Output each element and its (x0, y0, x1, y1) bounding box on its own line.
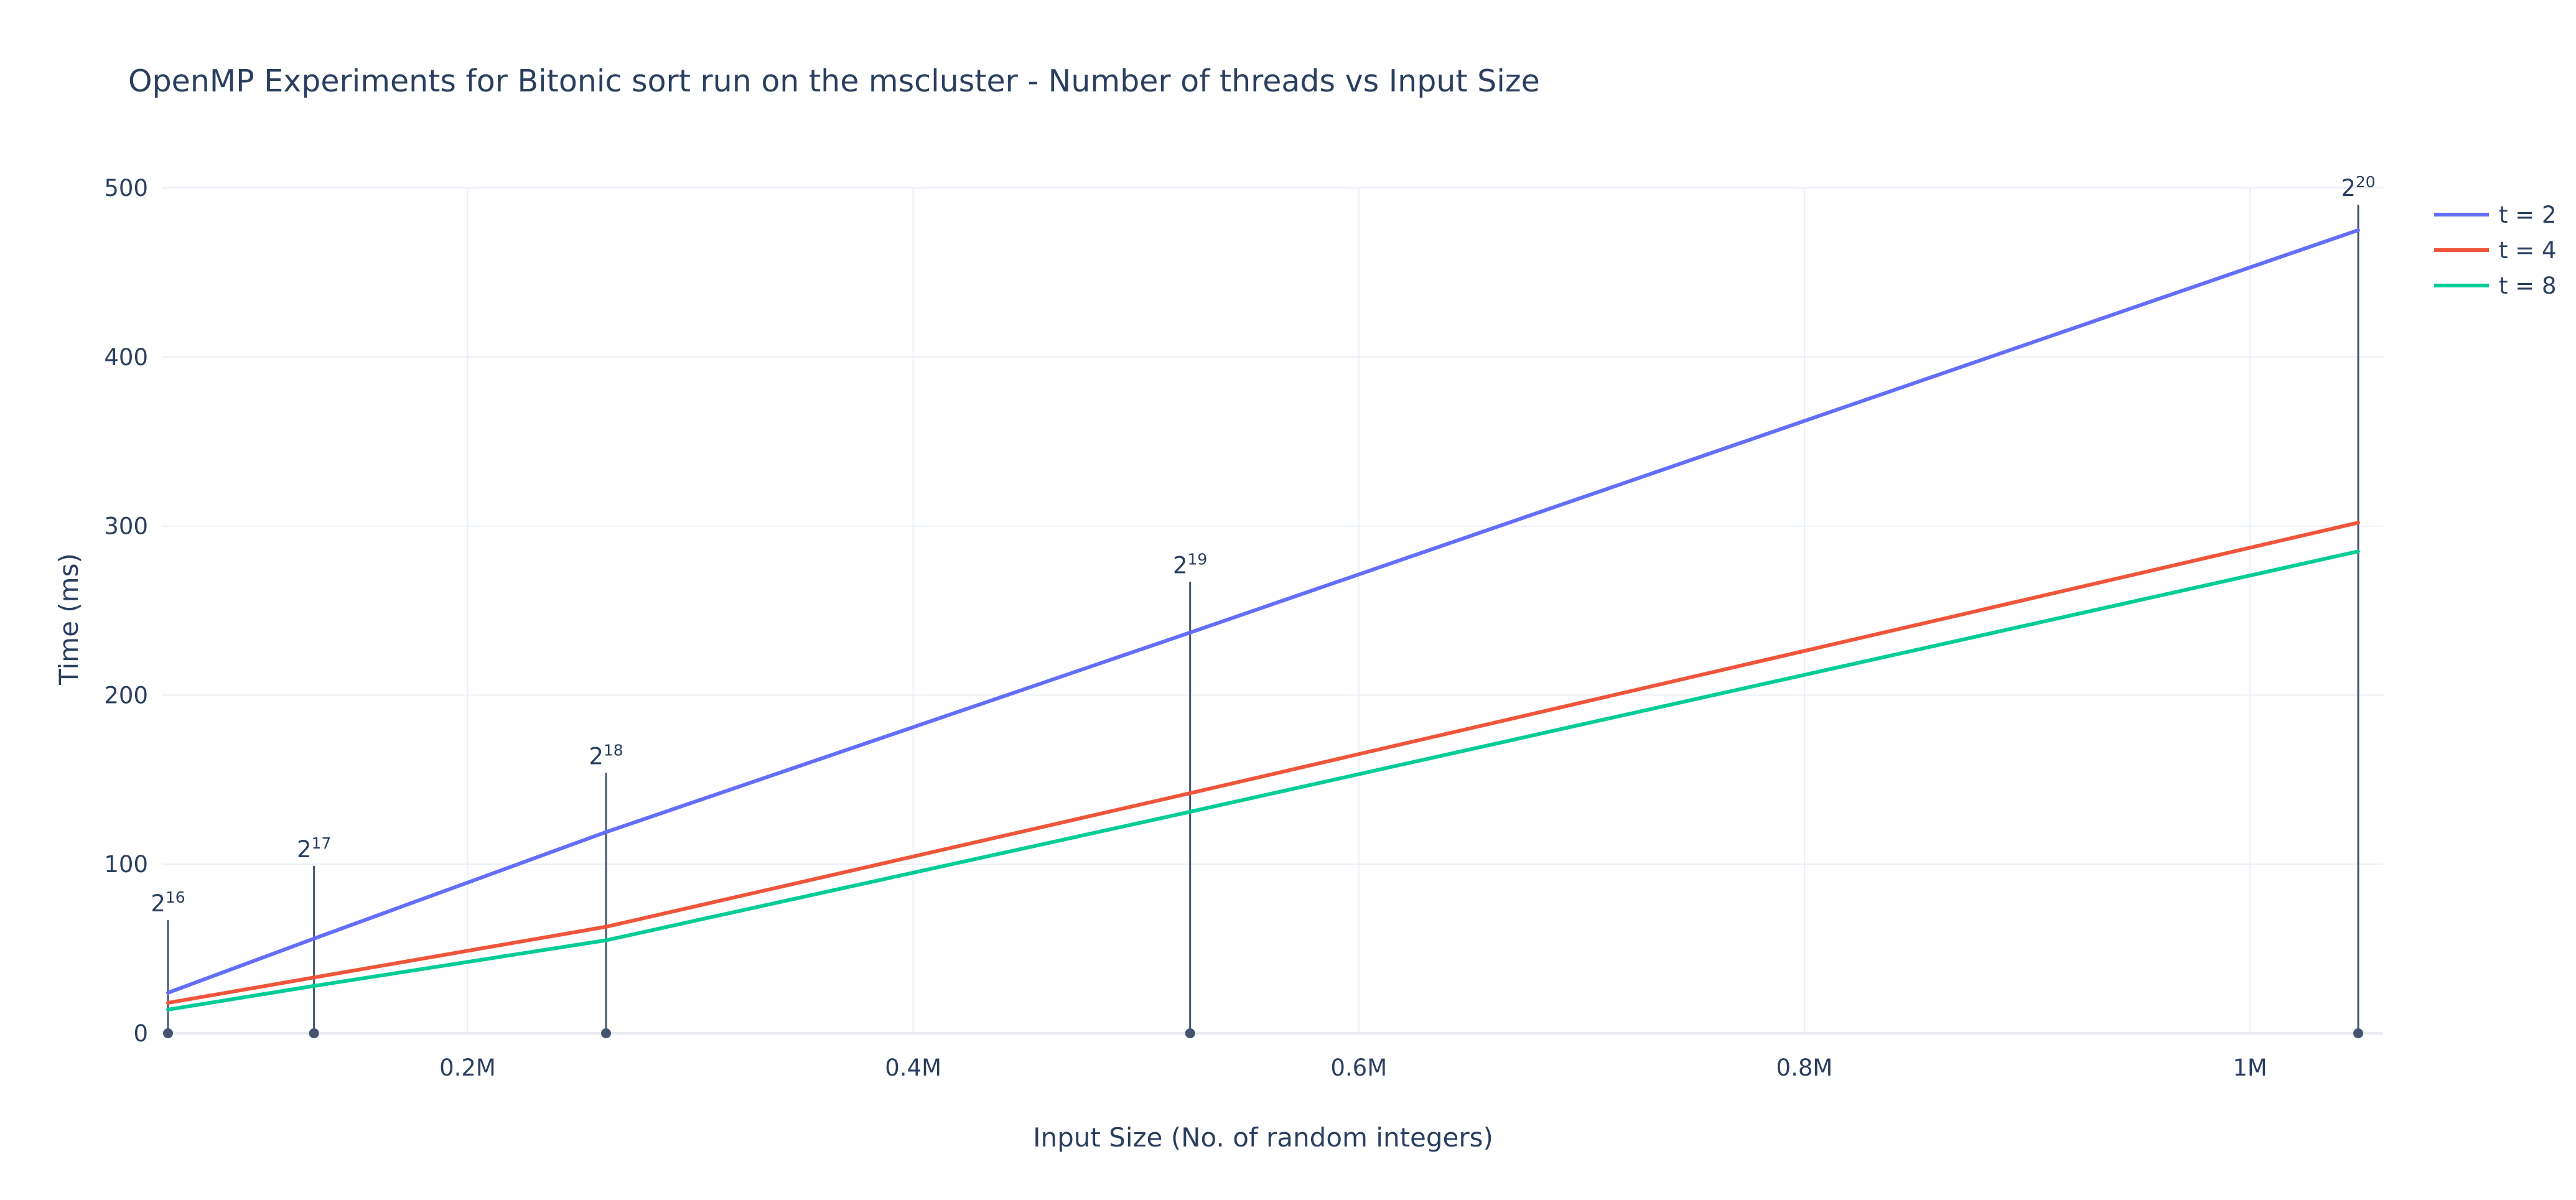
annotation-label: 220 (2341, 173, 2375, 202)
chart-title: OpenMP Experiments for Bitonic sort run … (128, 63, 1540, 99)
legend[interactable]: t = 2 t = 4 t = 8 (2434, 202, 2557, 299)
y-tick-label: 500 (104, 175, 148, 202)
axis-ticks: 0 100 200 300 400 500 0.2M 0.4M 0.6M 0.8M 1M (104, 175, 2267, 1081)
x-tick-label: 1M (2233, 1054, 2267, 1081)
annotation-point[interactable] (2353, 1028, 2363, 1038)
series-line[interactable] (166, 521, 2360, 1005)
grid (162, 187, 2383, 1035)
annotation-labels: 216 217 218 219 220 (151, 173, 2375, 917)
y-tick-label: 100 (104, 851, 148, 878)
y-axis-title: Time (ms) (54, 553, 84, 686)
x-axis-title: Input Size (No. of random integers) (1033, 1122, 1493, 1153)
x-tick-label: 0.8M (1776, 1054, 1833, 1081)
annotation-label: 218 (589, 741, 623, 770)
x-tick-label: 0.6M (1330, 1054, 1387, 1081)
legend-item-label[interactable]: t = 4 (2499, 237, 2557, 264)
x-tick-label: 0.2M (439, 1054, 496, 1081)
y-tick-label: 200 (104, 682, 148, 709)
y-tick-label: 0 (133, 1020, 148, 1047)
annotation-point[interactable] (163, 1028, 173, 1038)
x-tick-label: 0.4M (885, 1054, 941, 1081)
annotation-label: 216 (151, 888, 185, 917)
series-line[interactable] (166, 228, 2360, 995)
legend-item-label[interactable]: t = 8 (2499, 272, 2557, 299)
annotation-point[interactable] (309, 1028, 319, 1038)
y-tick-label: 300 (104, 513, 148, 540)
series-lines (166, 228, 2360, 1012)
annotation-label: 219 (1173, 550, 1207, 579)
annotation-point[interactable] (601, 1028, 611, 1038)
annotation-lines (163, 205, 2363, 1038)
series-line[interactable] (166, 549, 2360, 1012)
annotation-label: 217 (297, 834, 331, 863)
y-tick-label: 400 (104, 344, 148, 371)
annotation-point[interactable] (1185, 1028, 1195, 1038)
legend-item-label[interactable]: t = 2 (2499, 202, 2557, 228)
